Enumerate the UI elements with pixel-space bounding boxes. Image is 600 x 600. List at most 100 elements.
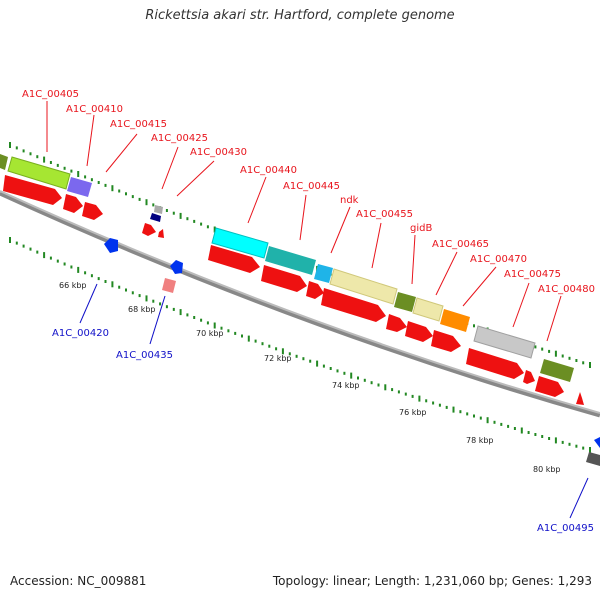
gene-feature[interactable]	[306, 281, 324, 299]
tick-mark	[513, 427, 516, 430]
gene-feature[interactable]	[82, 202, 103, 220]
tick-mark	[220, 326, 223, 330]
feature-track-red	[3, 175, 584, 405]
tick-mark	[70, 265, 73, 269]
tick-mark	[15, 241, 18, 245]
tick-mark	[125, 192, 127, 196]
tick-mark	[200, 222, 203, 226]
gene-feature[interactable]	[386, 314, 407, 332]
gene-feature[interactable]	[154, 205, 163, 214]
gene-label[interactable]: A1C_00475	[504, 269, 561, 280]
gene-label[interactable]: A1C_00405	[22, 89, 79, 100]
gene-label[interactable]: A1C_00420	[52, 328, 109, 339]
tick-mark	[77, 266, 80, 273]
tick-mark	[548, 349, 551, 353]
gene-feature[interactable]	[265, 246, 316, 275]
tick-mark	[9, 237, 11, 243]
tick-mark	[165, 305, 168, 309]
gene-feature[interactable]	[594, 437, 600, 448]
gene-feature[interactable]	[523, 370, 535, 384]
gene-feature[interactable]	[576, 392, 584, 405]
gene-label[interactable]: A1C_00470	[470, 254, 527, 265]
gene-feature[interactable]	[466, 348, 524, 379]
tick-mark	[138, 294, 141, 298]
gene-feature[interactable]	[431, 330, 461, 352]
gene-feature[interactable]	[162, 278, 176, 293]
gene-label[interactable]: A1C_00455	[356, 209, 413, 220]
tick-mark	[500, 422, 503, 426]
gene-feature[interactable]	[3, 175, 62, 205]
gene-feature[interactable]	[0, 154, 8, 170]
gene-label[interactable]: A1C_00415	[110, 119, 167, 130]
gene-feature[interactable]	[104, 238, 118, 253]
tick-mark	[165, 209, 168, 212]
gene-label[interactable]: gidB	[410, 223, 432, 234]
tick-mark	[582, 361, 585, 365]
gene-feature[interactable]	[150, 213, 161, 222]
tick-mark	[418, 395, 421, 402]
tick-mark	[268, 344, 271, 348]
gene-feature[interactable]	[208, 245, 260, 273]
gene-feature[interactable]	[7, 156, 71, 190]
gene-feature[interactable]	[394, 292, 416, 312]
bottom-tick-track	[9, 237, 591, 453]
gene-feature[interactable]	[329, 268, 398, 305]
tick-mark	[254, 339, 257, 343]
gene-feature[interactable]	[321, 288, 386, 322]
gene-label[interactable]: A1C_00480	[538, 284, 595, 295]
tick-mark	[575, 359, 578, 362]
gene-label[interactable]: A1C_00445	[283, 181, 340, 192]
gene-feature[interactable]	[158, 229, 164, 238]
gene-feature[interactable]	[586, 452, 600, 466]
tick-mark	[200, 318, 203, 322]
tick-mark	[179, 212, 182, 219]
tick-mark	[172, 211, 175, 215]
tick-mark	[70, 169, 73, 173]
gene-label[interactable]: A1C_00465	[432, 239, 489, 250]
gene-label[interactable]: A1C_00440	[240, 165, 297, 176]
gene-feature[interactable]	[405, 321, 433, 342]
tick-mark	[473, 324, 475, 328]
tick-mark	[350, 372, 353, 379]
gene-label[interactable]: A1C_00430	[190, 147, 247, 158]
tick-mark	[104, 183, 107, 187]
tick-mark	[84, 271, 87, 275]
tick-mark	[473, 414, 475, 418]
gene-feature[interactable]	[473, 325, 536, 359]
accession-text: Accession: NC_009881	[10, 574, 147, 588]
tick-mark	[411, 394, 414, 398]
gene-feature[interactable]	[412, 297, 444, 322]
tick-mark	[111, 185, 114, 192]
scale-tick-label: 80 kbp	[533, 465, 561, 474]
tick-mark	[275, 347, 278, 351]
gene-label[interactable]: A1C_00425	[151, 133, 208, 144]
gene-label[interactable]: A1C_00495	[537, 523, 594, 534]
gene-feature[interactable]	[211, 227, 269, 259]
gene-feature[interactable]	[540, 359, 574, 382]
gene-label[interactable]: A1C_00435	[116, 350, 173, 361]
tick-mark	[49, 256, 52, 260]
tick-mark	[172, 307, 175, 311]
tick-mark	[554, 437, 557, 444]
tick-mark	[193, 316, 196, 319]
tick-mark	[138, 197, 141, 201]
scale-tick-label: 72 kbp	[264, 354, 292, 363]
tick-mark	[90, 274, 93, 278]
scale-tick-label: 66 kbp	[59, 281, 87, 290]
gene-label[interactable]: ndk	[340, 195, 359, 206]
gene-feature[interactable]	[170, 260, 183, 274]
gene-feature[interactable]	[314, 264, 333, 283]
gene-feature[interactable]	[440, 309, 470, 332]
gene-feature[interactable]	[261, 265, 307, 292]
gene-feature[interactable]	[63, 194, 83, 213]
gene-feature[interactable]	[535, 376, 564, 397]
gene-feature[interactable]	[142, 223, 156, 236]
tick-mark	[370, 381, 373, 385]
tick-mark	[568, 356, 571, 360]
gene-labels-top: A1C_00405 A1C_00410 A1C_00415 A1C_00425 …	[22, 89, 595, 295]
tick-mark	[343, 371, 346, 375]
tick-mark	[357, 376, 359, 380]
gene-label[interactable]: A1C_00410	[66, 104, 123, 115]
tick-mark	[534, 433, 537, 436]
gene-feature[interactable]	[67, 177, 92, 197]
